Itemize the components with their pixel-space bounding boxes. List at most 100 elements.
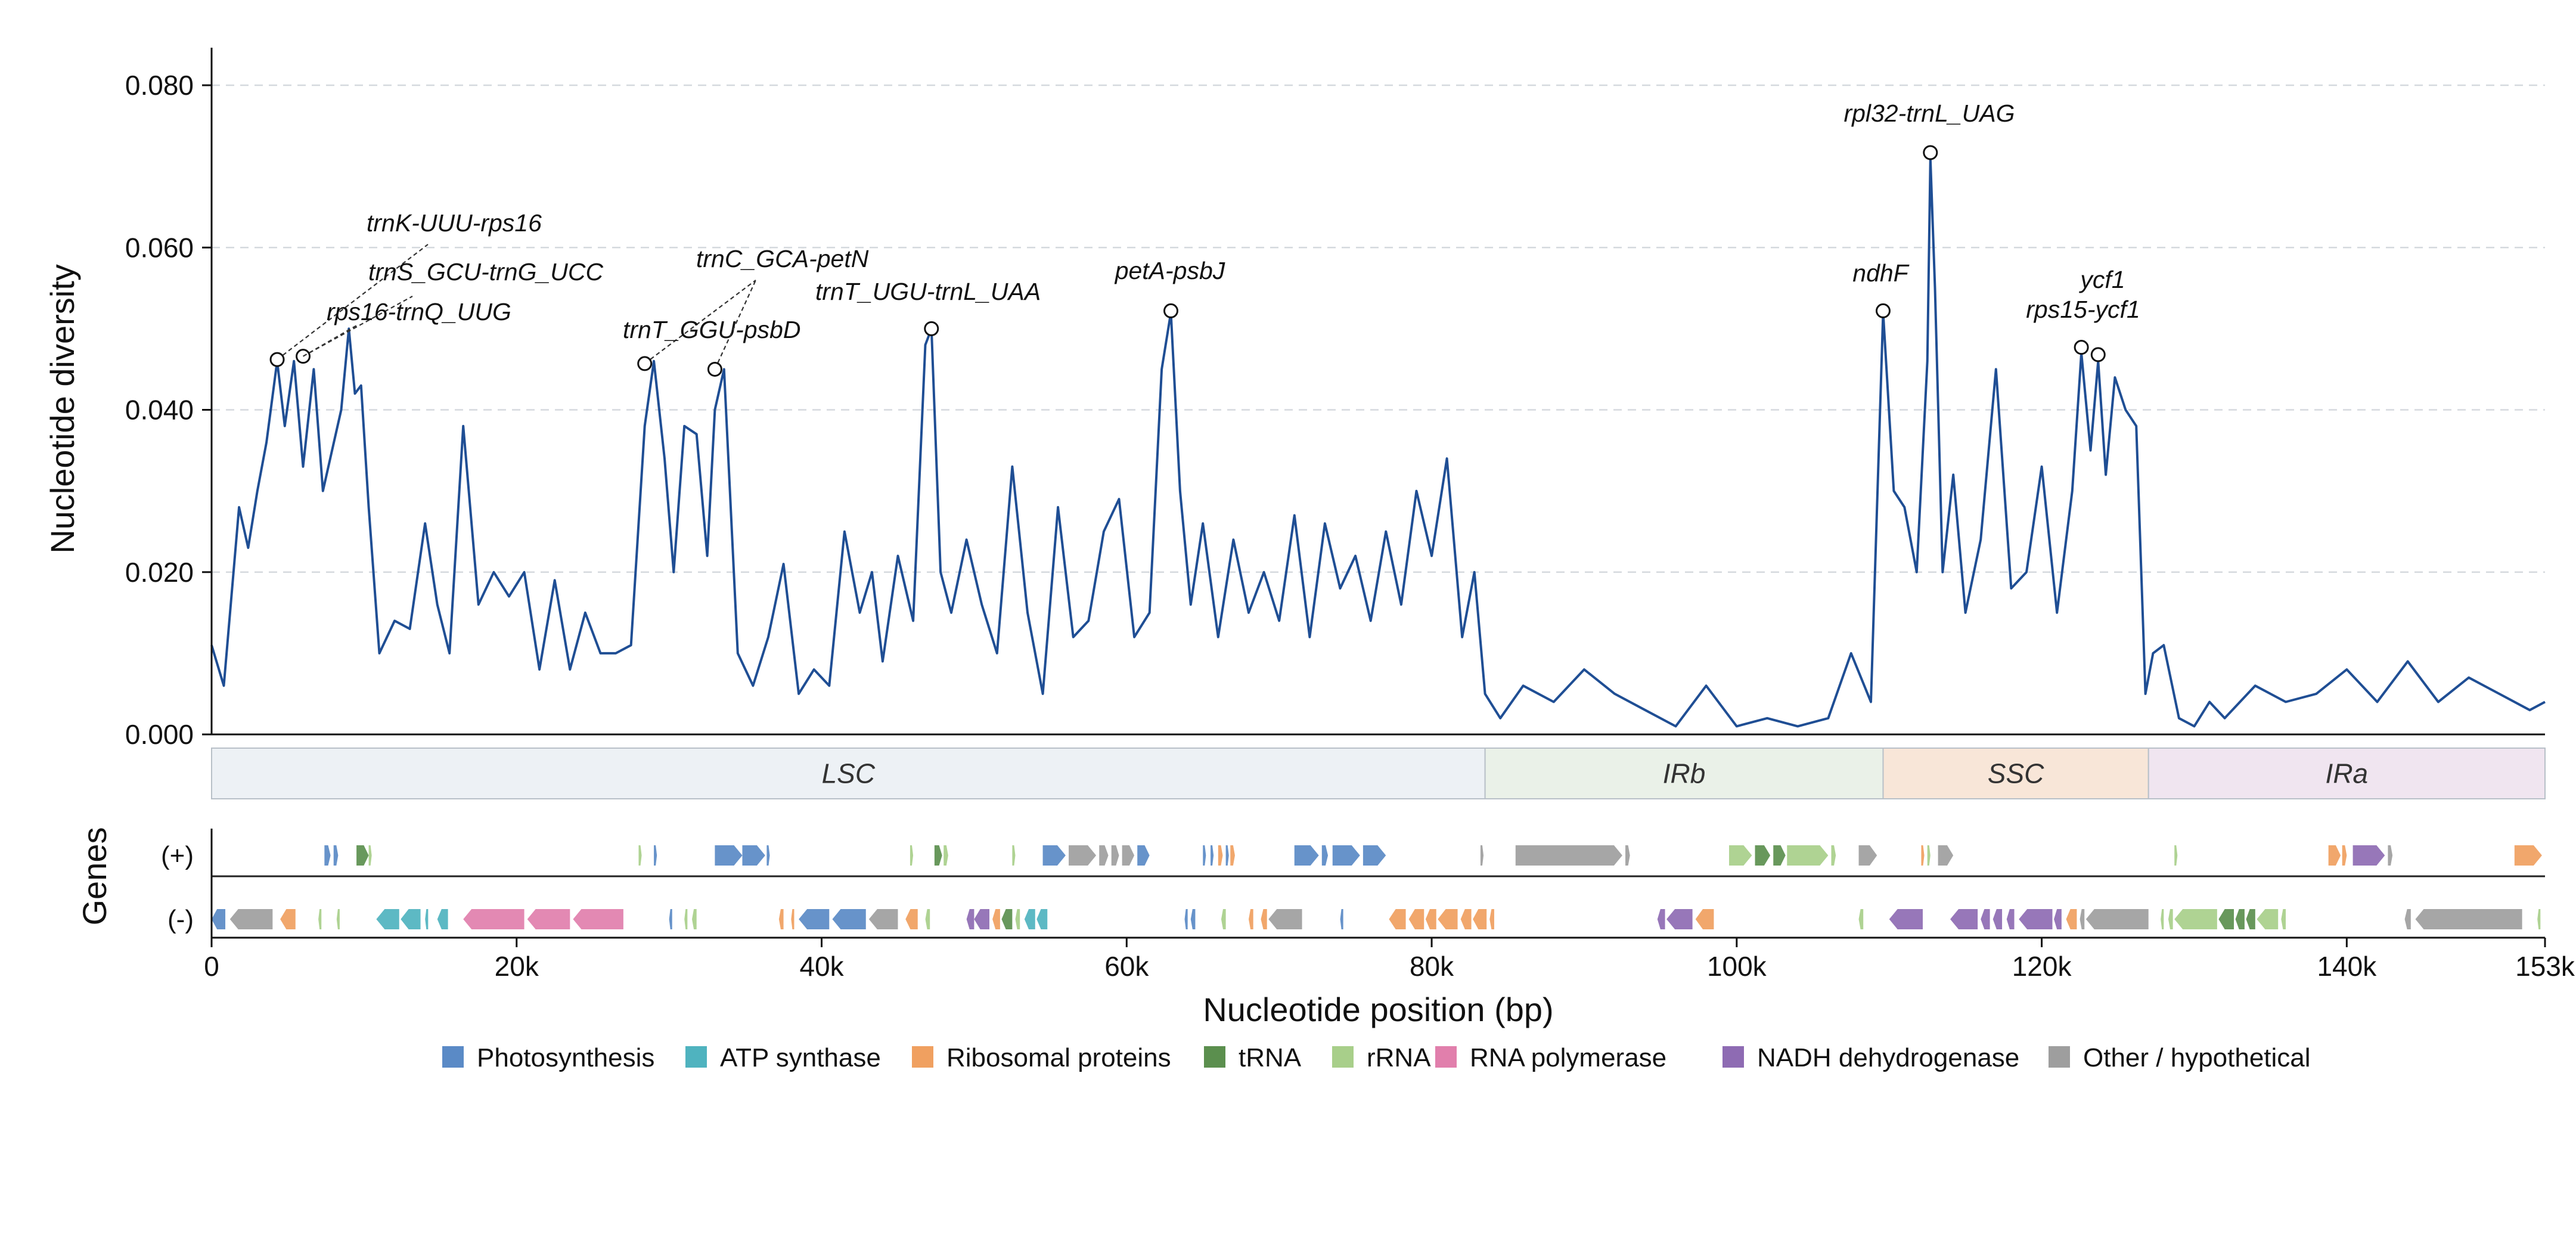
- gene-minus: [2235, 909, 2245, 929]
- gene-minus: [1190, 909, 1196, 929]
- gene-minus: [2257, 909, 2279, 929]
- gene-plus: [1012, 845, 1016, 866]
- region-lsc: [211, 748, 1486, 799]
- region-band: LSC IRb SSC IRa: [211, 748, 2546, 799]
- x-tick-label: 60k: [1104, 951, 1149, 982]
- diversity-line-layer: [210, 157, 2546, 728]
- gene-minus: [2218, 909, 2234, 929]
- gene-minus: [1950, 909, 1978, 929]
- gene-minus: [925, 909, 930, 929]
- peak-label: petA-psbJ: [1114, 257, 1225, 284]
- gene-plus: [1111, 845, 1119, 866]
- gene-plus: [1137, 845, 1150, 866]
- gene-minus: [2054, 909, 2062, 929]
- gene-minus: [1889, 909, 1923, 929]
- genes-axis-title: Genes: [76, 827, 113, 926]
- gene-plus: [1069, 845, 1097, 866]
- peak-marker: [1875, 303, 1891, 318]
- gene-minus: [463, 909, 524, 929]
- legend-label: tRNA: [1239, 1043, 1302, 1072]
- gene-minus: [1389, 909, 1406, 929]
- x-axis-title: Nucleotide position (bp): [1203, 991, 1553, 1028]
- gene-minus: [2174, 909, 2217, 929]
- peak-marker: [2074, 340, 2089, 355]
- gene-plus: [1625, 845, 1630, 866]
- gene-plus: [356, 845, 369, 866]
- gene-plus: [1858, 845, 1877, 866]
- peak-label: trnC_GCA-petN: [696, 245, 869, 272]
- gene-minus: [966, 909, 974, 929]
- gene-minus: [1666, 909, 1693, 929]
- gene-minus: [791, 909, 794, 929]
- gene-plus: [638, 845, 642, 866]
- gene-minus: [425, 909, 429, 929]
- peak-marker: [269, 352, 285, 367]
- gene-plus: [766, 845, 770, 866]
- legend-label: Other / hypothetical: [2083, 1043, 2311, 1072]
- gene-plus: [2352, 845, 2385, 866]
- strand-label-plus: (+): [161, 841, 194, 870]
- gene-plus: [1480, 845, 1484, 866]
- legend-swatch: [1332, 1046, 1354, 1068]
- peak-leader-line: [277, 244, 429, 360]
- region-label: IRb: [1663, 758, 1706, 789]
- gene-plus: [1755, 845, 1771, 866]
- gene-plus: [1294, 845, 1319, 866]
- gene-minus: [1858, 909, 1864, 929]
- gene-plus: [2174, 845, 2178, 866]
- gene-minus: [2019, 909, 2053, 929]
- gene-minus: [336, 909, 340, 929]
- gene-minus: [778, 909, 784, 929]
- gene-plus: [742, 845, 765, 866]
- gene-minus: [437, 909, 448, 929]
- gene-minus: [2415, 909, 2522, 929]
- y-tick-label: 0.060: [125, 232, 194, 263]
- gene-plus: [1230, 845, 1235, 866]
- peak-label: rpl32-trnL_UAG: [1843, 100, 2015, 127]
- legend-label: Photosynthesis: [477, 1043, 654, 1072]
- gene-plus: [1515, 845, 1622, 866]
- gene-track: (+) (-) Genes: [76, 827, 2545, 938]
- peak-leader-line: [302, 324, 358, 357]
- gene-minus: [1024, 909, 1035, 929]
- y-tick-label: 0.080: [125, 70, 194, 101]
- legend-label: rRNA: [1367, 1043, 1431, 1072]
- gene-minus: [905, 909, 918, 929]
- gene-minus: [2066, 909, 2077, 929]
- peak-label: trnS_GCU-trnG_UCC: [368, 258, 604, 286]
- region-label: IRa: [2326, 758, 2369, 789]
- peak-annotation-layer: trnK-UUU-rps16 trnS_GCU-trnG_UCC trnT_GGU-…: [269, 100, 2140, 377]
- gene-minus: [1249, 909, 1253, 929]
- gene-plus: [715, 845, 743, 866]
- gene-minus: [376, 909, 399, 929]
- gene-plus: [1831, 845, 1836, 866]
- region-irb: [1484, 748, 1884, 799]
- y-tick-label: 0.040: [125, 395, 194, 426]
- gene-minus: [1657, 909, 1665, 929]
- peak-label: rps15-ycf1: [2026, 296, 2140, 323]
- gene-minus: [2161, 909, 2164, 929]
- gene-plus: [1225, 845, 1229, 866]
- x-tick-label: 20k: [495, 951, 539, 982]
- legend-swatch: [1204, 1046, 1225, 1068]
- gene-minus: [1184, 909, 1188, 929]
- peak-label: trnT_GGU-psbD: [623, 316, 800, 343]
- grid-layer: [212, 84, 2545, 573]
- peak-marker: [924, 321, 939, 336]
- gene-minus: [692, 909, 697, 929]
- legend-label: Ribosomal proteins: [946, 1043, 1171, 1072]
- x-tick-label: 140k: [2317, 951, 2377, 982]
- peak-leader-line: [303, 296, 413, 357]
- gene-minus: [1460, 909, 1472, 929]
- gene-minus: [401, 909, 421, 929]
- gene-minus: [2085, 909, 2149, 929]
- peak-label: trnT_UGU-trnL_UAA: [815, 278, 1041, 305]
- gene-plus: [1363, 845, 1386, 866]
- gene-plus: [333, 845, 339, 866]
- gene-minus: [280, 909, 296, 929]
- gene-plus: [1203, 845, 1206, 866]
- gene-minus: [2246, 909, 2255, 929]
- diversity-line: [210, 157, 2546, 728]
- gene-plus: [654, 845, 657, 866]
